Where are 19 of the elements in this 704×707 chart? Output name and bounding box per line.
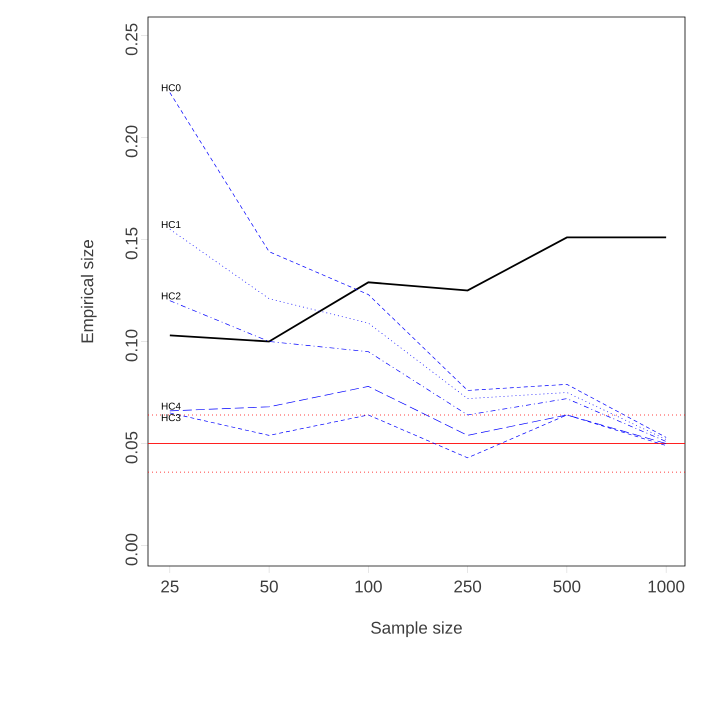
x-tick-label: 1000 <box>648 580 684 593</box>
series-label: HC1 <box>162 220 180 228</box>
y-tick-label: 0.15 <box>125 228 138 260</box>
x-tick-label: 100 <box>356 580 382 593</box>
y-axis-title: Empirical size <box>80 240 97 342</box>
x-axis-title: Sample size <box>371 621 462 638</box>
x-tick-label: 25 <box>161 580 179 593</box>
x-tick-label: 50 <box>260 580 278 593</box>
y-tick-label: 0.10 <box>125 330 138 362</box>
y-tick-label: 0.25 <box>125 24 138 56</box>
series-label: HC3 <box>162 414 181 422</box>
x-tick-label: 500 <box>553 580 580 593</box>
series-label: HC2 <box>162 292 180 300</box>
series-label: HC4 <box>162 402 181 410</box>
series-label: HC0 <box>162 84 181 92</box>
y-tick-label: 0.20 <box>125 126 138 158</box>
y-tick-label: 0.00 <box>125 534 138 566</box>
y-tick-label: 0.05 <box>125 432 138 464</box>
x-tick-label: 250 <box>454 580 482 593</box>
